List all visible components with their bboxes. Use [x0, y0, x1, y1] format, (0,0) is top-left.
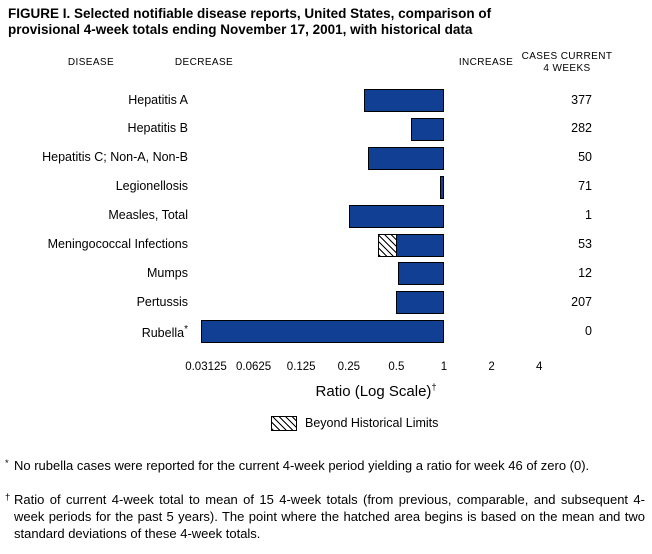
footnote-rubella: * No rubella cases were reported for the … — [5, 457, 645, 474]
bar — [440, 175, 444, 199]
rubella-asterisk: * — [184, 323, 188, 335]
footnote-marker-asterisk: * — [5, 458, 9, 469]
bar — [348, 204, 444, 228]
figure-title-line1: FIGURE I. Selected notifiable disease re… — [8, 6, 492, 21]
cases-current-value: 12 — [578, 265, 592, 280]
axis-tick-label: 4 — [535, 361, 543, 373]
cases-current-value: 71 — [578, 179, 592, 194]
column-header-disease: DISEASE — [67, 57, 115, 68]
bar — [200, 320, 444, 344]
bar — [397, 262, 444, 286]
x-axis-label: Ratio (Log Scale)† — [316, 382, 437, 400]
disease-label: Hepatitis A — [128, 92, 188, 107]
axis-tick-label: 1 — [440, 361, 448, 373]
disease-label: Hepatitis B — [127, 121, 188, 136]
column-header-cases: CASES CURRENT 4 WEEKS — [522, 51, 613, 75]
bar-segment-beyond-historical-limits — [378, 233, 398, 257]
footnote-ratio-text: Ratio of current 4-week total to mean of… — [14, 492, 645, 541]
disease-label: Mumps — [147, 265, 188, 280]
hatched-swatch-icon — [271, 416, 297, 431]
axis-tick-label: 0.5 — [388, 361, 405, 373]
x-axis-label-dagger: † — [431, 382, 437, 392]
cases-current-value: 0 — [585, 323, 592, 338]
bar — [396, 291, 444, 315]
axis-tick-label: 2 — [488, 361, 495, 373]
cases-current-value: 377 — [571, 92, 592, 107]
column-header-cases-line2: 4 WEEKS — [543, 63, 591, 74]
footnote-marker-dagger: † — [5, 492, 11, 503]
bar — [411, 117, 444, 141]
cases-current-value: 53 — [578, 237, 592, 251]
disease-label: Meningococcal Infections — [47, 237, 188, 251]
axis-tick-label: 0.125 — [286, 361, 316, 373]
column-header-decrease: DECREASE — [174, 57, 234, 68]
legend-label: Beyond Historical Limits — [305, 416, 439, 430]
x-axis-label-text: Ratio (Log Scale) — [315, 383, 432, 400]
cases-current-value: 282 — [571, 121, 592, 136]
bar — [396, 233, 444, 257]
bar — [363, 89, 444, 112]
cases-current-value: 1 — [585, 208, 592, 223]
bar — [367, 146, 444, 170]
axis-tick-label: 0.03125 — [185, 361, 227, 373]
disease-label: Legionellosis — [115, 179, 188, 194]
column-header-cases-line1: CASES CURRENT — [521, 51, 613, 62]
column-header-increase: INCREASE — [458, 57, 514, 68]
figure-title: FIGURE I. Selected notifiable disease re… — [8, 6, 648, 38]
disease-label: Measles, Total — [108, 208, 188, 223]
disease-label: Hepatitis C; Non-A, Non-B — [42, 150, 188, 165]
footnote-ratio: † Ratio of current 4-week total to mean o… — [5, 491, 645, 542]
cases-current-value: 50 — [578, 150, 592, 165]
disease-label: Pertussis — [136, 294, 188, 309]
cases-current-value: 207 — [571, 294, 592, 309]
figure-title-line2: provisional 4-week totals ending Novembe… — [8, 22, 473, 37]
axis-tick-label: 0.0625 — [236, 361, 272, 373]
disease-label: Rubella* — [141, 323, 188, 340]
axis-tick-label: 0.25 — [337, 361, 360, 373]
footnote-rubella-text: No rubella cases were reported for the c… — [14, 458, 590, 473]
